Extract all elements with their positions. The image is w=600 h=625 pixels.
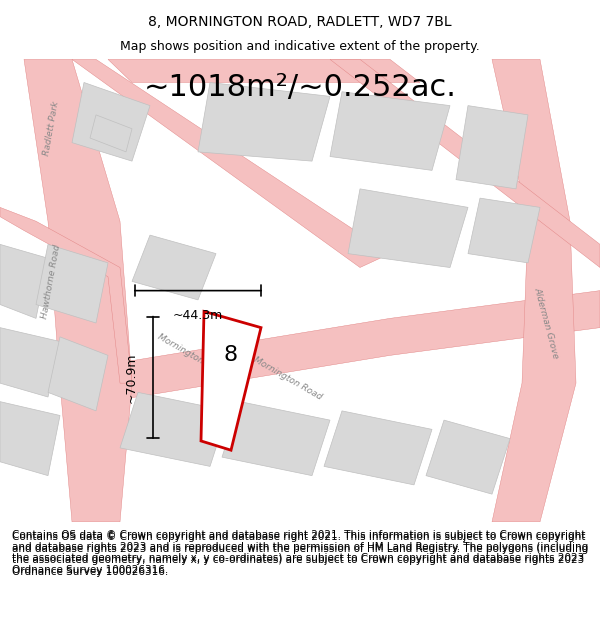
Text: Mornington Road: Mornington Road — [156, 332, 228, 379]
Polygon shape — [120, 392, 228, 466]
Text: Alderman Grove: Alderman Grove — [532, 286, 560, 360]
Polygon shape — [0, 328, 60, 397]
Polygon shape — [330, 92, 450, 171]
Text: Contains OS data © Crown copyright and database right 2021. This information is : Contains OS data © Crown copyright and d… — [12, 532, 588, 577]
Polygon shape — [108, 59, 420, 82]
Text: Map shows position and indicative extent of the property.: Map shows position and indicative extent… — [120, 41, 480, 53]
Text: Radlett Park: Radlett Park — [42, 101, 60, 157]
Polygon shape — [0, 402, 60, 476]
Polygon shape — [324, 411, 432, 485]
Polygon shape — [456, 106, 528, 189]
Polygon shape — [0, 291, 600, 402]
Text: Hawthorne Road: Hawthorne Road — [40, 244, 62, 319]
Text: ~70.9m: ~70.9m — [125, 352, 138, 402]
Polygon shape — [90, 115, 132, 152]
Polygon shape — [348, 189, 468, 268]
Polygon shape — [72, 82, 150, 161]
Polygon shape — [426, 420, 510, 494]
Polygon shape — [201, 311, 261, 450]
Polygon shape — [222, 402, 330, 476]
Text: ~1018m²/~0.252ac.: ~1018m²/~0.252ac. — [143, 73, 457, 102]
Polygon shape — [132, 235, 216, 300]
Text: Mornington Road: Mornington Road — [252, 355, 324, 402]
Polygon shape — [36, 244, 108, 323]
Polygon shape — [24, 59, 132, 522]
Text: 8, MORNINGTON ROAD, RADLETT, WD7 7BL: 8, MORNINGTON ROAD, RADLETT, WD7 7BL — [148, 15, 452, 29]
Polygon shape — [198, 82, 330, 161]
Text: ~44.3m: ~44.3m — [173, 309, 223, 322]
Polygon shape — [0, 244, 48, 318]
Polygon shape — [48, 337, 108, 411]
Polygon shape — [468, 198, 540, 263]
Polygon shape — [72, 59, 390, 268]
Text: 8: 8 — [224, 346, 238, 366]
Polygon shape — [0, 208, 132, 383]
Text: Contains OS data © Crown copyright and database right 2021. This information is : Contains OS data © Crown copyright and d… — [12, 530, 588, 575]
Polygon shape — [330, 59, 600, 268]
Polygon shape — [492, 59, 576, 522]
